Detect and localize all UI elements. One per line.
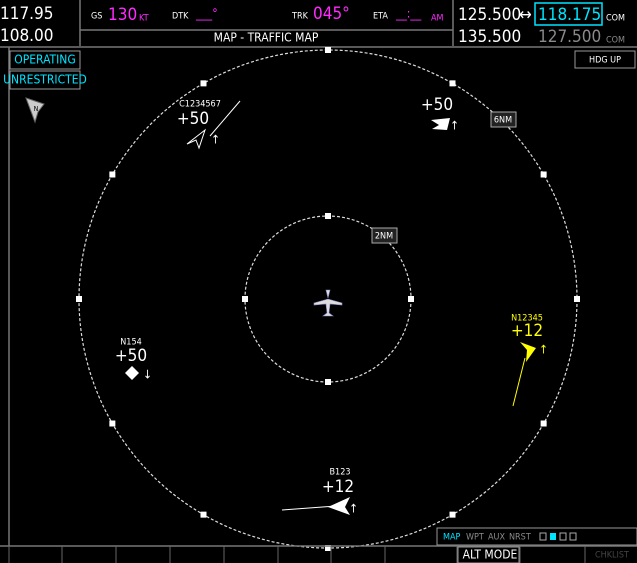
com-standby: 125.500 <box>458 5 521 25</box>
ring-tick <box>325 47 331 53</box>
traffic-vector <box>512 357 526 407</box>
page-indicator <box>569 532 577 541</box>
ownship <box>313 289 343 317</box>
ring-tick <box>540 171 547 178</box>
traffic-symbol <box>328 497 350 515</box>
status-box <box>9 70 81 90</box>
traffic-vector <box>281 505 337 511</box>
eta-label: ETA <box>373 12 388 22</box>
softkey-alt-mode-box <box>457 546 520 563</box>
trk-label: TRK <box>291 12 309 22</box>
nav-standby: 108.00 <box>0 26 54 46</box>
com-active-box <box>534 2 603 26</box>
north-arrow <box>25 97 45 124</box>
traffic-id: N12345 <box>511 314 543 324</box>
traffic-id: C1234567 <box>179 100 221 110</box>
page-indicator <box>550 533 556 540</box>
dtk-value: ___° <box>195 7 218 21</box>
outer-range-label: 6NM <box>494 116 512 126</box>
ring-tick <box>540 420 547 427</box>
inner-range-label: 2NM <box>375 232 393 242</box>
status-box <box>9 50 81 70</box>
traffic-alt: +50 <box>177 109 209 129</box>
traffic-alt: +12 <box>511 321 543 341</box>
page-tab: MAP <box>443 533 461 543</box>
page-indicator <box>559 532 567 541</box>
trend-arrow: ↑ <box>450 119 459 133</box>
traffic-alt: +50 <box>115 346 147 366</box>
trend-arrow: ↑ <box>539 343 548 357</box>
traffic-symbol <box>431 118 450 130</box>
com-active: 118.175 <box>538 5 601 25</box>
ring-tick <box>449 80 456 87</box>
traffic-alt: +12 <box>322 477 354 497</box>
ring-tick <box>109 171 116 178</box>
trend-arrow: ↑ <box>211 133 220 147</box>
page-indicator <box>539 532 547 541</box>
page-tab: NRST <box>509 533 531 543</box>
nav-active: 117.95 <box>0 4 54 24</box>
eta-value: __:__ <box>395 7 422 21</box>
orientation: HDG UP <box>589 56 621 66</box>
ring-tick <box>449 511 456 518</box>
range-label-box <box>490 111 517 128</box>
ring-tick <box>200 511 207 518</box>
gs-label: GS <box>91 12 102 22</box>
ring-tick <box>574 296 580 302</box>
page-tab: AUX <box>488 533 505 543</box>
page-title: MAP - TRAFFIC MAP <box>214 31 319 45</box>
orientation-box <box>574 50 636 69</box>
altitude-status: UNRESTRICTED <box>3 73 87 87</box>
com-swap: ↔ <box>519 5 532 25</box>
traffic-vector <box>209 100 241 137</box>
ring-tick <box>76 296 82 302</box>
softkey-checklist[interactable]: CHKLIST <box>595 551 629 561</box>
ring-tick <box>200 80 207 87</box>
trend-arrow: ↓ <box>143 368 152 382</box>
north-label: N <box>34 105 39 113</box>
ring-tick <box>242 296 248 302</box>
traffic-id: N154 <box>120 338 142 348</box>
traffic-id: B123 <box>329 468 350 478</box>
traffic-symbol <box>186 128 206 150</box>
gs-unit: KT <box>139 14 149 24</box>
ring-tick <box>325 213 331 219</box>
eta-unit: AM <box>431 14 444 24</box>
dtk-label: DTK <box>172 12 189 22</box>
com2-label: COM <box>606 36 625 46</box>
com2-active: 127.500 <box>538 27 601 47</box>
page-tab: WPT <box>466 533 484 543</box>
traffic-symbol <box>520 342 536 362</box>
ring-tick <box>109 420 116 427</box>
range-label-box <box>371 227 398 244</box>
com2-standby: 135.500 <box>458 27 521 47</box>
operating-status: OPERATING <box>14 53 76 67</box>
softkey-alt-mode[interactable]: ALT MODE <box>463 548 518 562</box>
page-group-box <box>436 527 637 546</box>
ring-tick <box>408 296 414 302</box>
trk-value: 045° <box>313 4 350 24</box>
ring-tick <box>325 379 331 385</box>
gs-value: 130 <box>108 5 137 25</box>
traffic-symbol <box>125 366 139 380</box>
traffic-alt: +50 <box>421 95 453 115</box>
com-label: COM <box>606 14 625 24</box>
trend-arrow: ↑ <box>349 502 358 516</box>
ring-tick <box>325 545 331 551</box>
